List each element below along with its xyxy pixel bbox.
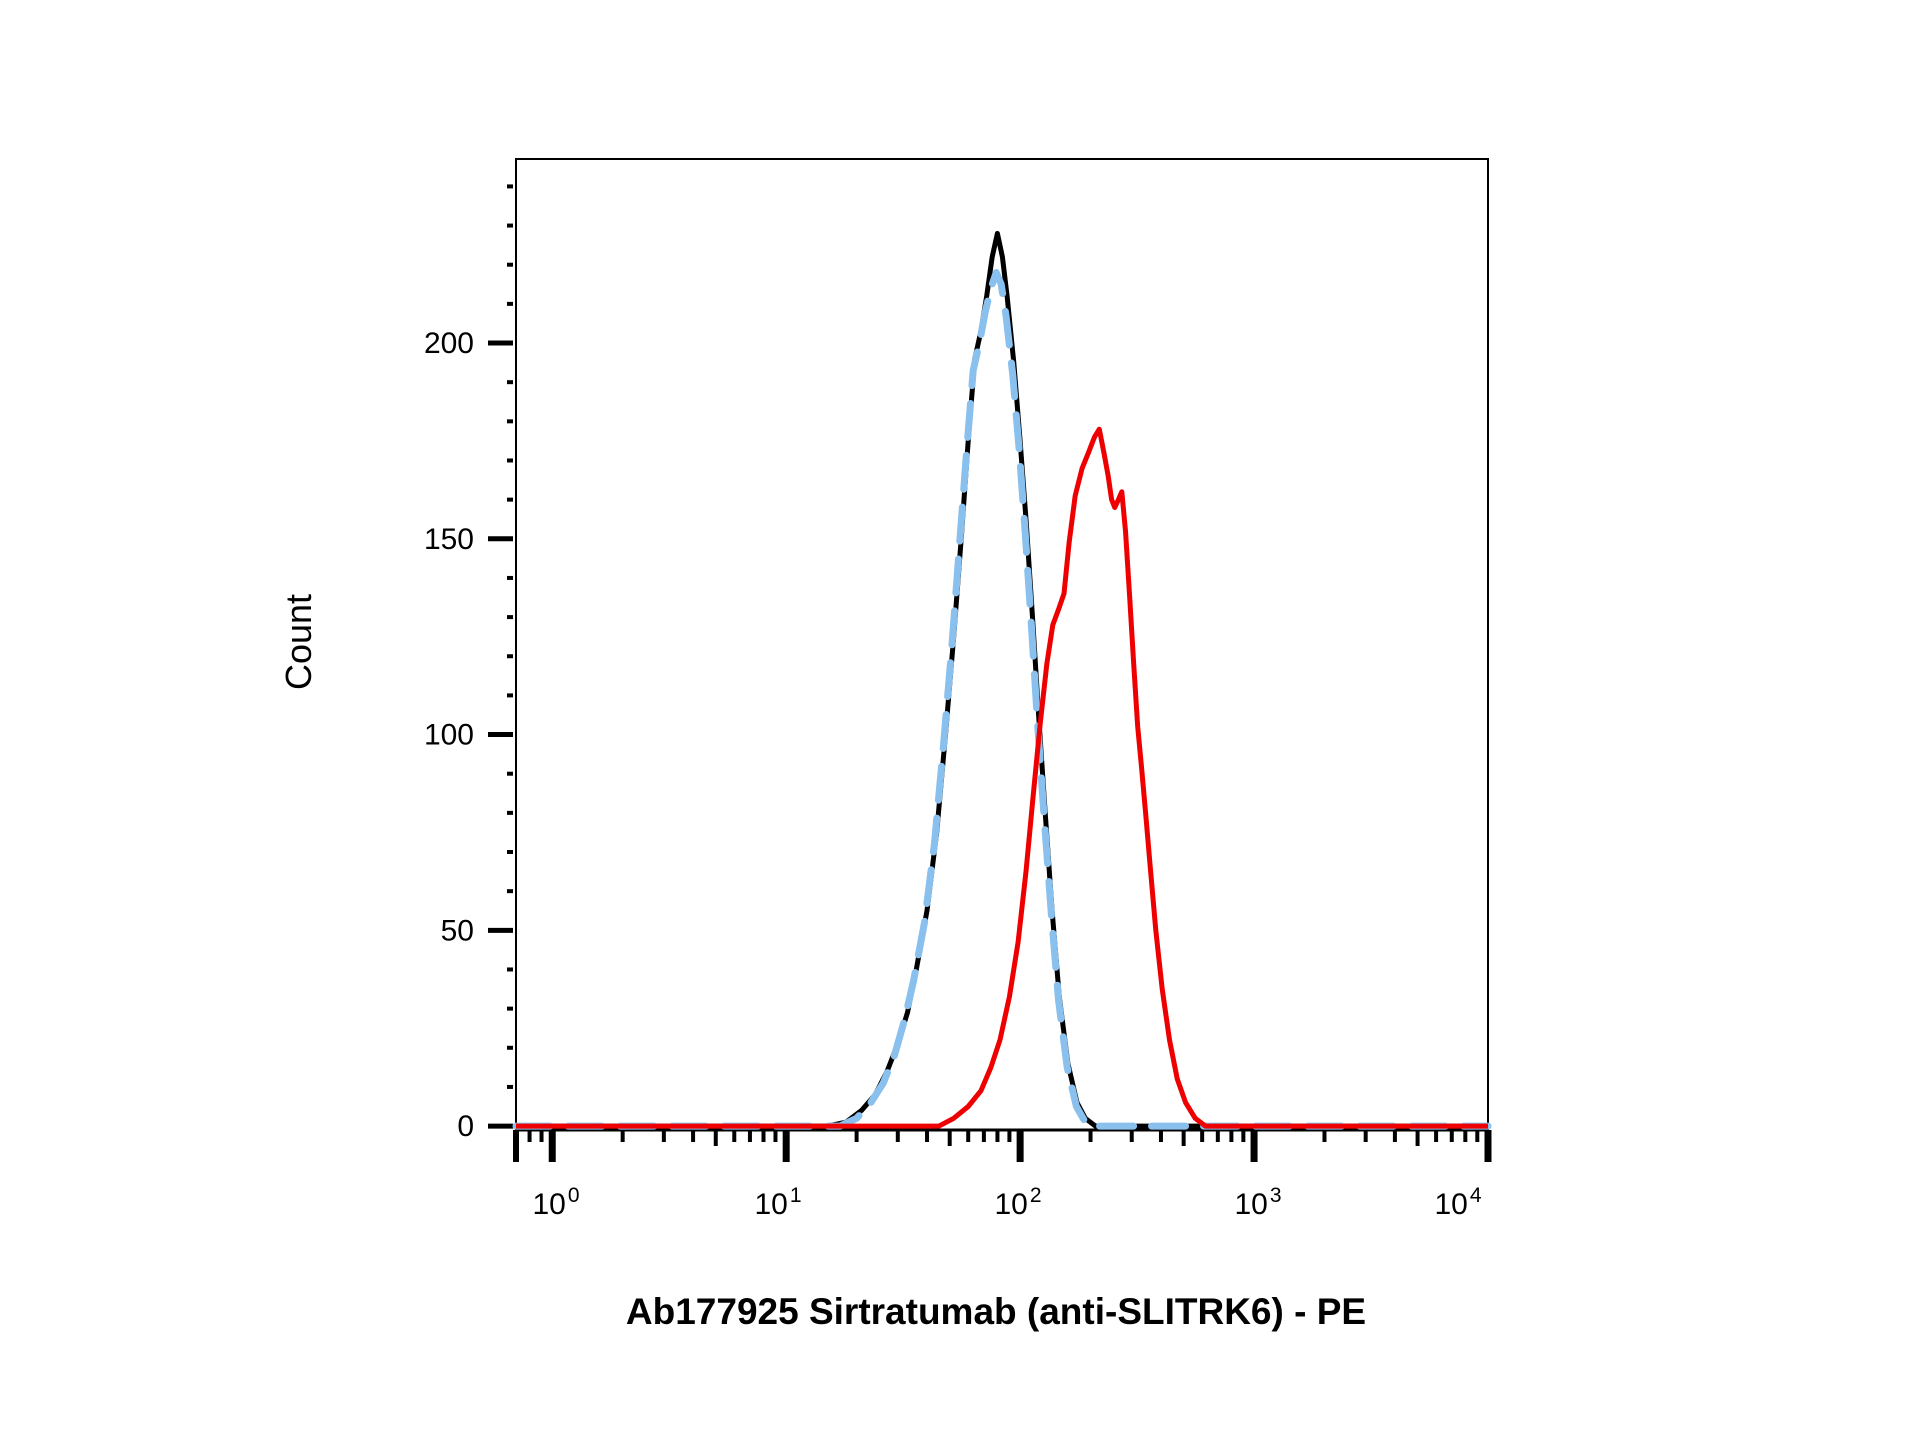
x-tick-label: 103 xyxy=(1234,1184,1281,1221)
x-axis-ticks xyxy=(513,1128,1492,1162)
x-tick-label: 101 xyxy=(754,1184,801,1221)
histogram-series-2 xyxy=(512,269,1492,1130)
histogram-series-1 xyxy=(516,230,1488,1129)
y-tick-label: 0 xyxy=(457,1110,474,1143)
series-layer xyxy=(512,230,1492,1130)
y-tick-label: 200 xyxy=(424,327,474,360)
x-axis-title: Ab177925 Sirtratumab (anti-SLITRK6) - PE xyxy=(626,1291,1366,1332)
y-tick-label: 100 xyxy=(424,719,474,752)
histogram-series-3 xyxy=(516,426,1488,1129)
x-tick-label: 100 xyxy=(532,1184,579,1221)
y-tick-labels: 0 50 100 150 200 xyxy=(424,327,474,1143)
plot-frame xyxy=(515,158,1489,1131)
y-tick-label: 50 xyxy=(441,914,474,947)
x-tick-label: 104 xyxy=(1434,1184,1481,1221)
y-tick-label: 150 xyxy=(424,523,474,556)
x-tick-label: 102 xyxy=(994,1184,1041,1221)
y-axis-title: Count xyxy=(278,594,319,690)
x-tick-labels: 100 101 102 103 104 xyxy=(532,1184,1481,1221)
y-axis-ticks xyxy=(488,184,513,1129)
